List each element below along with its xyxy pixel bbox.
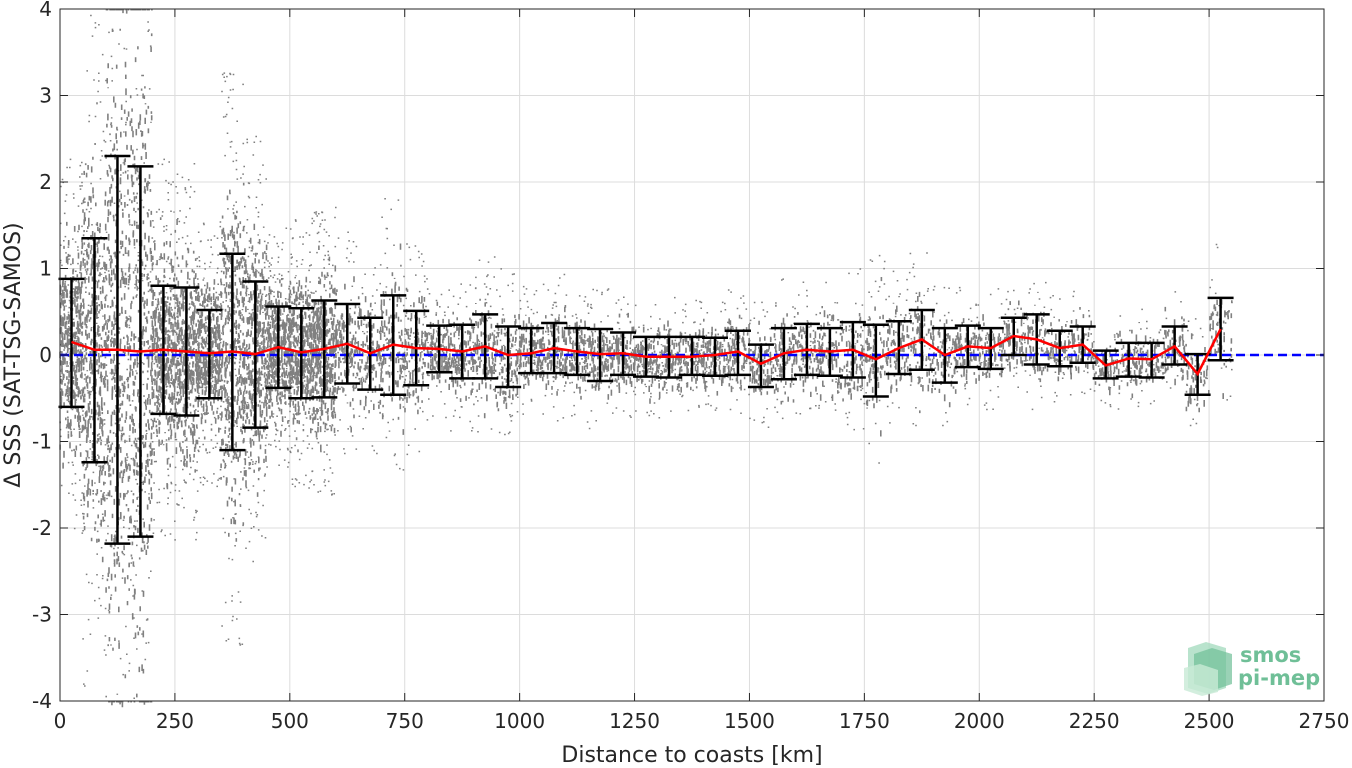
error-bar — [1207, 296, 1234, 362]
y-tick-label: -3 — [32, 603, 52, 627]
y-tick-label: -4 — [32, 689, 52, 713]
y-tick-label: 3 — [39, 84, 52, 108]
y-tick-label: 1 — [39, 257, 52, 281]
x-tick-label: 1000 — [494, 709, 545, 733]
x-tick-label: 1250 — [609, 709, 660, 733]
x-tick-label: 0 — [54, 709, 67, 733]
x-tick-label: 2000 — [954, 709, 1005, 733]
x-tick-label: 1750 — [839, 709, 890, 733]
y-axis-ticks: -4 -3 -2 -1 0 1 2 3 4 — [32, 0, 1324, 713]
x-tick-label: 2500 — [1184, 709, 1235, 733]
logo-text-pi-mep: pi-mep — [1238, 666, 1320, 690]
error-bar — [495, 325, 522, 389]
error-bar — [747, 343, 774, 389]
x-axis-label: Distance to coasts [km] — [561, 743, 822, 768]
y-tick-label: 2 — [39, 170, 52, 194]
logo-mark-icon — [1184, 642, 1232, 696]
y-tick-label: -2 — [32, 516, 52, 540]
error-bar — [701, 336, 728, 378]
logo-text-smos: smos — [1240, 643, 1301, 667]
x-tick-label: 250 — [156, 709, 194, 733]
x-tick-label: 500 — [271, 709, 309, 733]
x-tick-label: 2250 — [1069, 709, 1120, 733]
y-tick-label: 0 — [39, 343, 52, 367]
smos-pi-mep-logo: smos pi-mep — [1184, 642, 1320, 696]
x-tick-label: 2750 — [1299, 709, 1350, 733]
x-axis-ticks: 0 250 500 750 1000 1250 1500 1750 2000 2250 2500 27… — [54, 9, 1350, 733]
y-tick-label: 4 — [39, 0, 52, 21]
y-tick-label: -1 — [32, 430, 52, 454]
x-tick-label: 750 — [386, 709, 424, 733]
y-axis-label: Δ SSS (SAT-TSG-SAMOS) — [1, 222, 26, 487]
x-tick-label: 1500 — [724, 709, 775, 733]
error-bar — [518, 326, 545, 375]
mean-line — [71, 328, 1222, 377]
